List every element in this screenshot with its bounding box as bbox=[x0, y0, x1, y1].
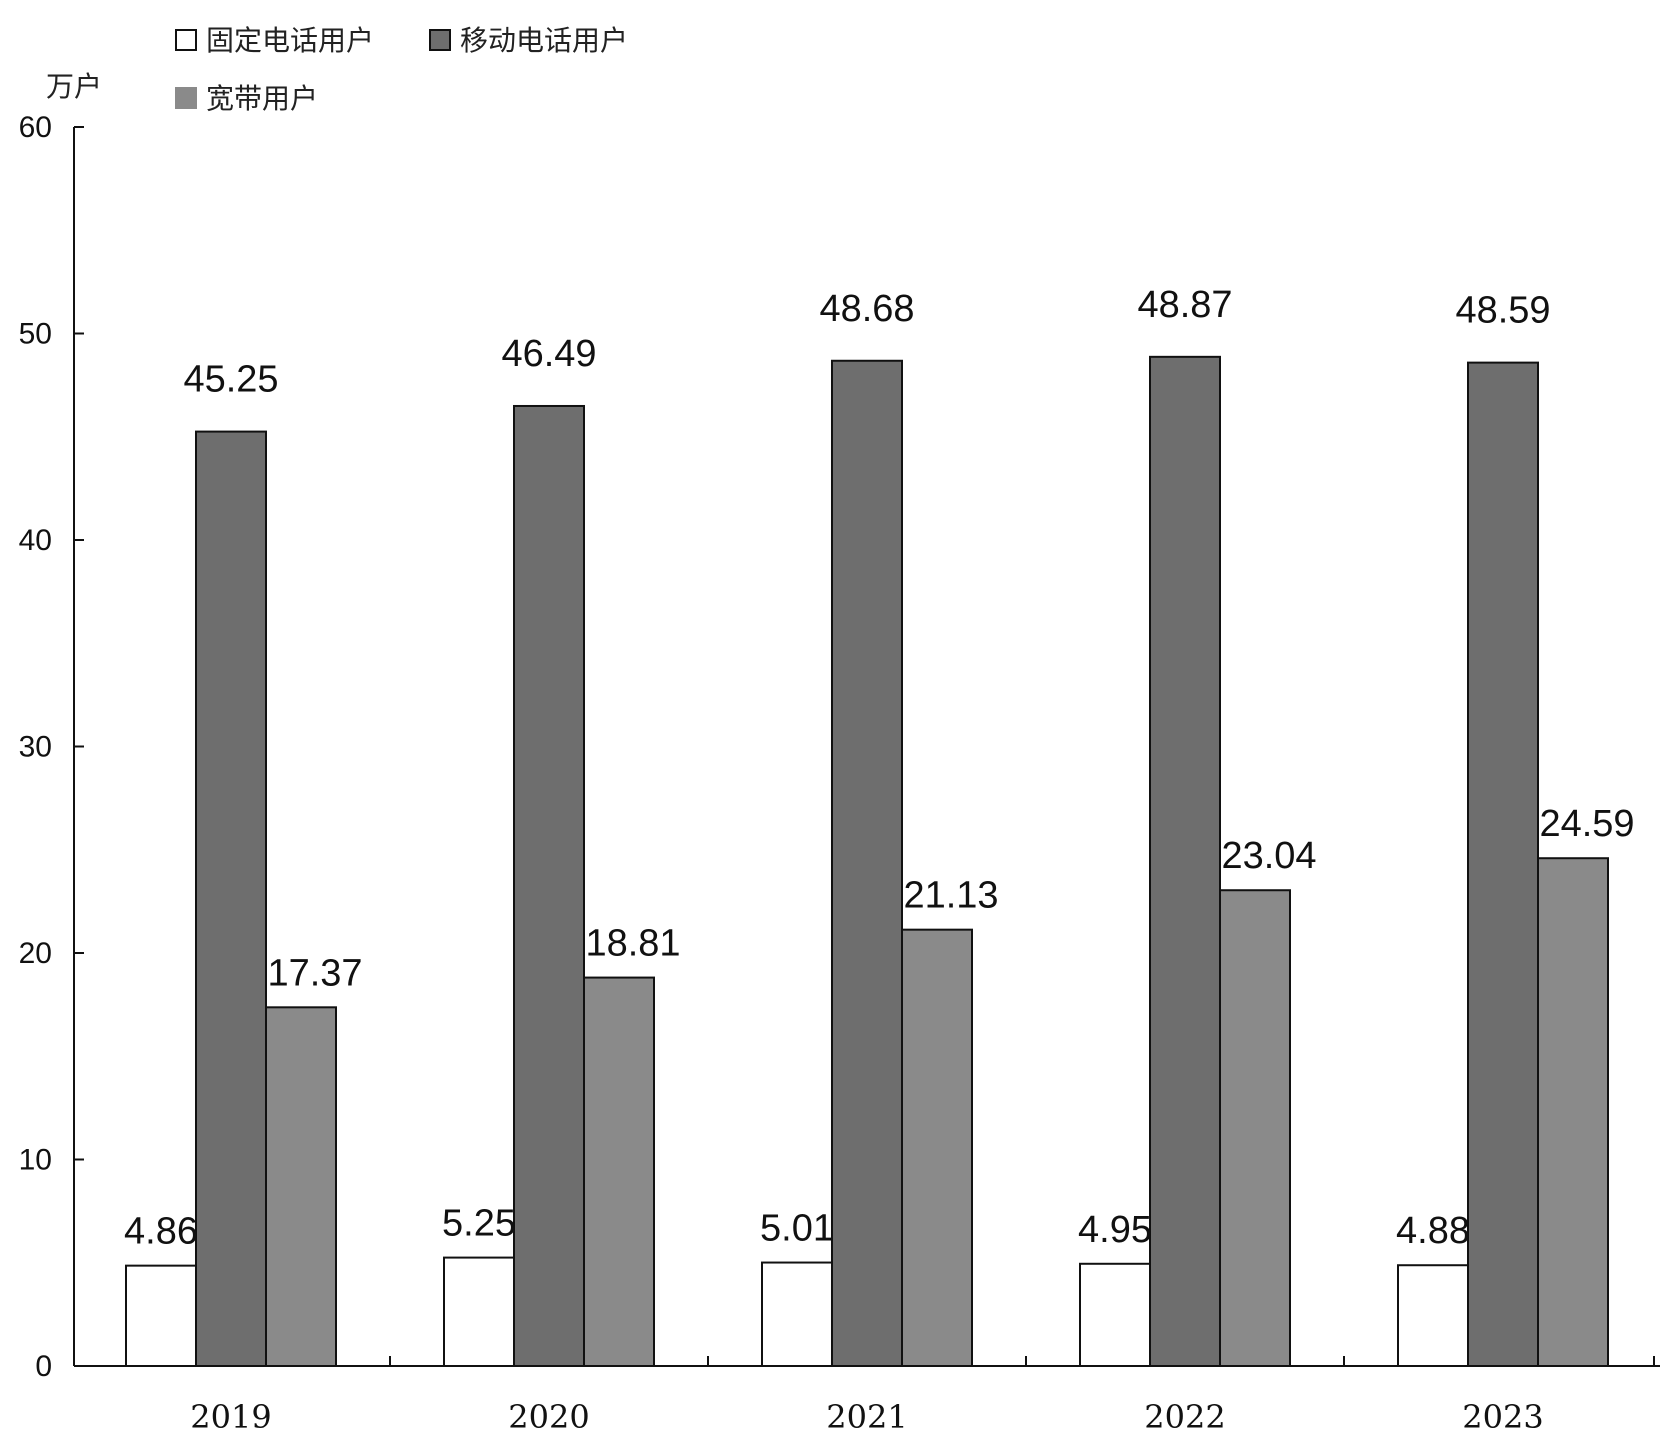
broadband-bar bbox=[583, 976, 655, 1367]
mobile-phone-value-label: 48.87 bbox=[1137, 284, 1232, 326]
y-tick-label: 20 bbox=[19, 937, 52, 970]
mobile-phone-bar bbox=[513, 404, 585, 1367]
y-tick-label: 10 bbox=[19, 1144, 52, 1177]
fixed-phone-bar bbox=[1397, 1264, 1469, 1368]
legend-label-broadband: 宽带用户 bbox=[206, 82, 318, 115]
x-category-label: 2021 bbox=[826, 1398, 907, 1435]
fixed-phone-value-label: 5.01 bbox=[760, 1208, 834, 1250]
broadband-bar bbox=[901, 928, 973, 1368]
x-category-label: 2022 bbox=[1144, 1398, 1225, 1435]
mobile-phone-value-label: 45.25 bbox=[183, 359, 278, 401]
mobile-phone-bar bbox=[1149, 355, 1221, 1368]
x-category-label: 2023 bbox=[1462, 1398, 1543, 1435]
y-tick-label: 50 bbox=[19, 318, 52, 351]
axes: 0 10 20 30 40 50 60 2019 2020 2021 2022 2023 bbox=[19, 111, 1660, 1435]
x-category-label: 2020 bbox=[508, 1398, 589, 1435]
legend-swatch-fixed-phone bbox=[175, 29, 197, 51]
mobile-phone-bar bbox=[1467, 361, 1539, 1367]
mobile-phone-bar bbox=[831, 359, 903, 1367]
broadband-bar bbox=[265, 1006, 337, 1367]
y-tick-label: 30 bbox=[19, 731, 52, 764]
fixed-phone-bar bbox=[1079, 1262, 1151, 1367]
y-tick-label: 0 bbox=[35, 1350, 52, 1383]
y-tick-label: 60 bbox=[19, 111, 52, 144]
fixed-phone-value-label: 4.95 bbox=[1078, 1209, 1152, 1251]
fixed-phone-bar bbox=[125, 1264, 197, 1367]
mobile-phone-bar bbox=[195, 430, 267, 1367]
bars bbox=[125, 355, 1609, 1368]
fixed-phone-value-label: 4.88 bbox=[1396, 1210, 1470, 1252]
fixed-phone-bar bbox=[761, 1261, 833, 1367]
fixed-phone-value-label: 4.86 bbox=[124, 1211, 198, 1253]
mobile-phone-value-label: 48.68 bbox=[819, 288, 914, 330]
mobile-phone-value-label: 46.49 bbox=[501, 333, 596, 375]
y-axis-unit-label: 万户 bbox=[46, 70, 102, 103]
mobile-phone-value-label: 48.59 bbox=[1455, 290, 1550, 332]
broadband-value-label: 23.04 bbox=[1221, 835, 1316, 877]
broadband-bar bbox=[1537, 857, 1609, 1367]
broadband-bar bbox=[1219, 889, 1291, 1367]
legend-label-fixed-phone: 固定电话用户 bbox=[206, 24, 374, 57]
x-category-label: 2019 bbox=[190, 1398, 271, 1435]
broadband-value-label: 18.81 bbox=[585, 923, 680, 965]
broadband-value-label: 21.13 bbox=[903, 875, 998, 917]
broadband-value-label: 17.37 bbox=[267, 952, 362, 994]
legend-label-mobile-phone: 移动电话用户 bbox=[460, 24, 628, 57]
legend-swatch-mobile-phone bbox=[429, 29, 451, 51]
fixed-phone-value-label: 5.25 bbox=[442, 1203, 516, 1245]
y-tick-label: 40 bbox=[19, 524, 52, 557]
data-labels: 4.86 45.25 17.37 5.25 46.49 18.81 5.01 48.68 21.… bbox=[124, 284, 1635, 1253]
broadband-value-label: 24.59 bbox=[1539, 803, 1634, 845]
fixed-phone-bar bbox=[443, 1256, 515, 1368]
legend-swatch-broadband bbox=[175, 87, 197, 109]
